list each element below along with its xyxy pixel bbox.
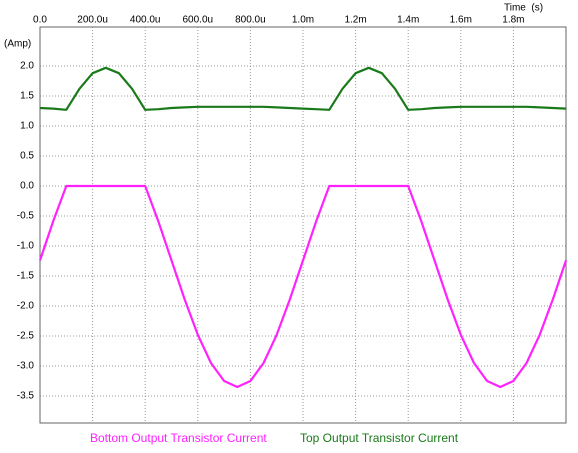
x-tick-label: 200.0u <box>77 15 108 26</box>
x-tick-label: 600.0u <box>183 15 214 26</box>
y-tick-label: 1.5 <box>20 91 34 102</box>
legend-entry: Bottom Output Transistor Current <box>90 431 267 445</box>
y-tick-label: 0.0 <box>20 181 34 192</box>
y-tick-label: -2.5 <box>17 331 35 342</box>
y-tick-label: 2.0 <box>20 61 34 72</box>
y-tick-label: -2.0 <box>17 301 35 312</box>
y-axis-label: (Amp) <box>4 39 31 50</box>
series-line <box>39 66 567 111</box>
x-tick-label: 0.0 <box>33 15 47 26</box>
legend-entry: Top Output Transistor Current <box>300 431 459 445</box>
x-tick-label: 800.0u <box>235 15 266 26</box>
y-tick-label: -3.0 <box>17 361 35 372</box>
x-tick-label: 400.0u <box>130 15 161 26</box>
x-tick-label: 1.4m <box>397 15 419 26</box>
y-tick-label: -1.0 <box>17 241 35 252</box>
y-tick-label: -3.5 <box>17 391 35 402</box>
y-tick-label: 1.0 <box>20 121 34 132</box>
x-tick-label: 1.0m <box>292 15 314 26</box>
series-line <box>38 184 568 389</box>
y-tick-label: -0.5 <box>17 211 35 222</box>
y-tick-label: 0.5 <box>20 151 34 162</box>
plot-border <box>39 26 567 424</box>
y-tick-label: -1.5 <box>17 271 35 282</box>
x-tick-label: 1.2m <box>344 15 366 26</box>
x-axis-label: Time (s) <box>504 3 543 14</box>
x-tick-label: 1.6m <box>450 15 472 26</box>
x-tick-label: 1.8m <box>502 15 524 26</box>
